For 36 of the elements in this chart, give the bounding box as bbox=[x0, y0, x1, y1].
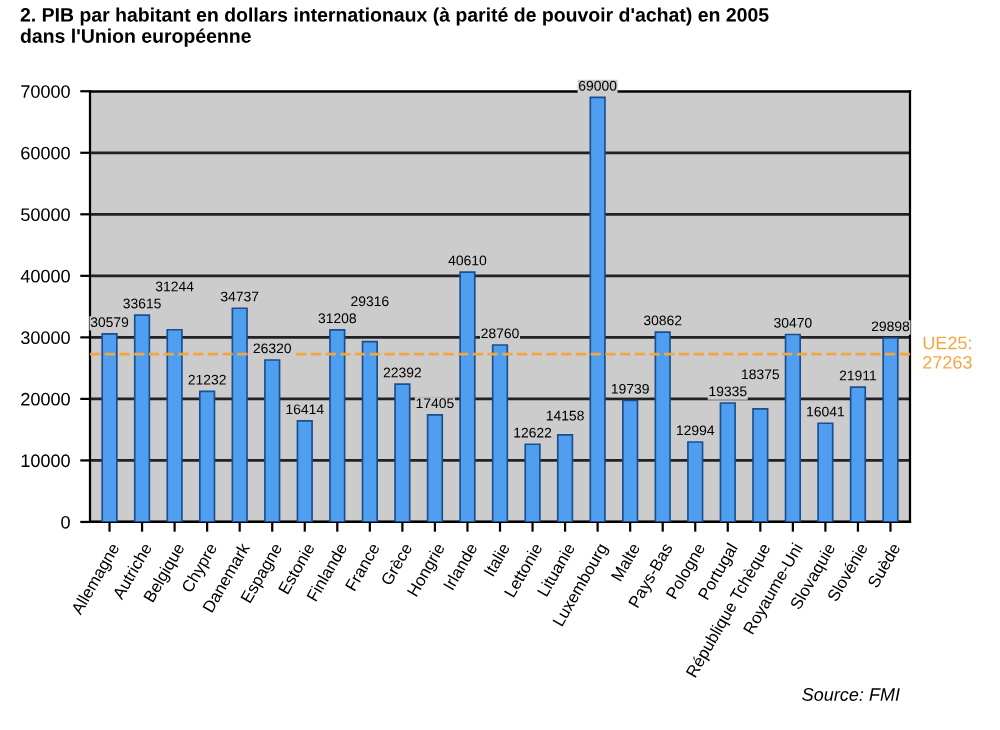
bar bbox=[231, 307, 248, 522]
bar bbox=[264, 359, 281, 522]
bar bbox=[101, 332, 118, 522]
y-tick-label: 0 bbox=[61, 515, 70, 529]
bar bbox=[426, 414, 444, 522]
bar bbox=[296, 420, 313, 522]
y-tick-label: 50000 bbox=[21, 208, 70, 222]
bar bbox=[329, 329, 346, 522]
ref-line-label: UE25: 27263 bbox=[923, 336, 972, 369]
bar bbox=[524, 443, 541, 522]
y-tick-label: 70000 bbox=[21, 85, 70, 98]
bar bbox=[849, 386, 867, 522]
bar bbox=[133, 314, 151, 522]
y-tick-label: 60000 bbox=[21, 146, 70, 160]
bar bbox=[687, 441, 704, 522]
y-tick-label: 10000 bbox=[21, 454, 70, 468]
bar bbox=[491, 344, 509, 522]
bar bbox=[589, 96, 606, 522]
bar bbox=[719, 402, 736, 522]
bar bbox=[784, 333, 802, 522]
bar bbox=[752, 408, 769, 522]
bar bbox=[556, 434, 574, 522]
bar bbox=[882, 337, 899, 522]
chart-title: 2. PIB par habitant en dollars internationaux (à parité de pouvoir d'achat) en 2005 dans l'Union européenne bbox=[20, 7, 769, 47]
bar bbox=[654, 331, 671, 522]
y-tick-label: 20000 bbox=[21, 392, 70, 406]
bar bbox=[817, 422, 834, 522]
bar bbox=[166, 328, 183, 522]
y-tick-label: 40000 bbox=[20, 269, 70, 283]
bar bbox=[622, 399, 639, 522]
bar bbox=[198, 390, 216, 522]
bar bbox=[394, 383, 411, 522]
y-tick-label: 30000 bbox=[21, 331, 70, 345]
source-note: Source: FMI bbox=[802, 688, 900, 701]
bar bbox=[361, 340, 378, 522]
bar bbox=[459, 271, 476, 522]
